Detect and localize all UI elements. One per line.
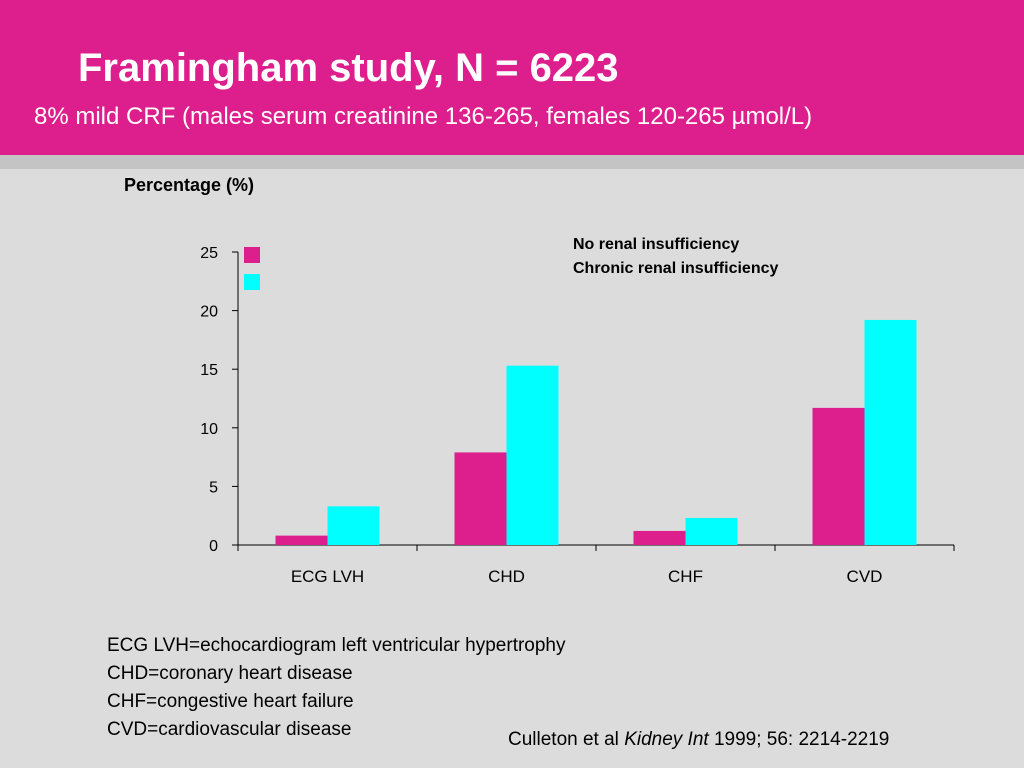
y-tick-label: 5 — [209, 479, 218, 496]
x-tick-label: CHD — [488, 567, 525, 586]
citation-authors: Culleton et al — [508, 729, 619, 750]
banner-divider — [0, 155, 1024, 169]
bar-ecg-lvh-series-1 — [275, 535, 328, 545]
bar-ecg-lvh-series-2 — [327, 506, 380, 545]
title-banner — [0, 0, 1024, 155]
legend-label-series-1: No renal insufficiency — [573, 236, 739, 253]
citation-journal: Kidney Int — [624, 729, 709, 750]
citation: Culleton et al Kidney Int 1999; 56: 2214… — [508, 729, 889, 751]
slide-subtitle: 8% mild CRF (males serum creatinine 136-… — [34, 103, 813, 130]
definition-chf: CHF=congestive heart failure — [107, 691, 354, 712]
slide-title: Framingham study, N = 6223 — [78, 46, 619, 90]
x-tick-label: CHF — [668, 567, 703, 586]
citation-details: 1999; 56: 2214-2219 — [713, 729, 890, 750]
y-tick-label: 20 — [200, 304, 218, 321]
legend-label-series-2: Chronic renal insufficiency — [573, 260, 778, 277]
x-tick-label: CVD — [847, 567, 883, 586]
y-tick-label: 10 — [200, 421, 218, 438]
legend-swatch-series-1 — [244, 247, 260, 263]
legend-swatch-series-2 — [244, 274, 260, 290]
bar-chf-series-2 — [685, 518, 738, 545]
definition-cvd: CVD=cardiovascular disease — [107, 719, 352, 740]
y-tick-label: 15 — [200, 362, 218, 379]
bar-cvd-series-1 — [812, 407, 865, 545]
bar-chd-series-2 — [506, 365, 559, 545]
definition-ecg-lvh: ECG LVH=echocardiogram left ventricular … — [107, 635, 566, 656]
bar-chf-series-1 — [633, 530, 686, 545]
x-tick-label: ECG LVH — [291, 567, 364, 586]
y-tick-label: 25 — [200, 245, 218, 262]
bar-chd-series-1 — [454, 452, 507, 545]
abbreviation-definitions: ECG LVH=echocardiogram left ventricular … — [107, 632, 566, 744]
bar-cvd-series-2 — [864, 319, 917, 545]
y-tick-label: 0 — [209, 538, 218, 555]
definition-chd: CHD=coronary heart disease — [107, 663, 353, 684]
y-axis-label: Percentage (%) — [124, 175, 255, 195]
